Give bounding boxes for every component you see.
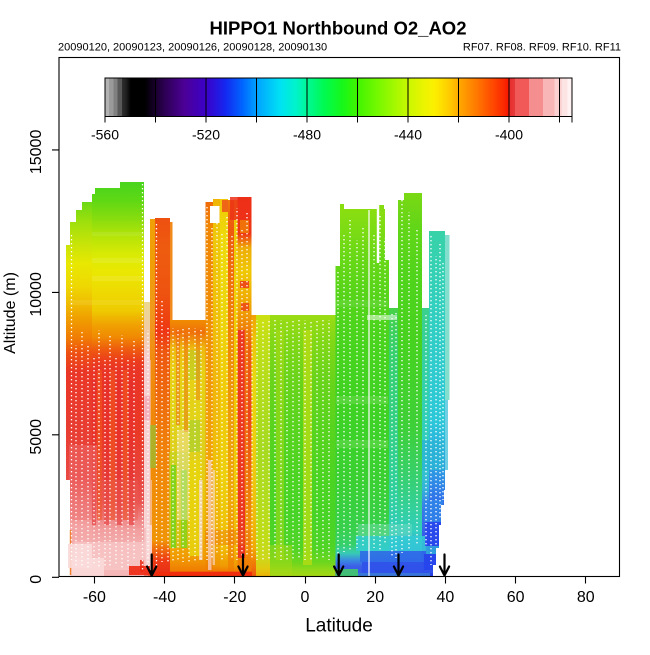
svg-text:60: 60 — [507, 589, 525, 606]
svg-text:RF07. RF08. RF09. RF10. RF11: RF07. RF08. RF09. RF10. RF11 — [463, 42, 621, 54]
svg-text:40: 40 — [437, 589, 455, 606]
svg-text:20090120, 20090123, 20090126,: 20090120, 20090123, 20090126, 20090128, … — [58, 42, 327, 54]
svg-text:-440: -440 — [394, 127, 422, 143]
svg-text:HIPPO1 Northbound O2_AO2: HIPPO1 Northbound O2_AO2 — [210, 18, 467, 39]
svg-text:5000: 5000 — [28, 419, 45, 455]
svg-text:Latitude: Latitude — [305, 616, 373, 637]
svg-text:-520: -520 — [192, 127, 220, 143]
svg-text:10000: 10000 — [28, 272, 45, 317]
svg-text:Altitude (m): Altitude (m) — [2, 272, 19, 354]
svg-text:-400: -400 — [495, 127, 523, 143]
svg-text:-40: -40 — [153, 589, 176, 606]
svg-text:15000: 15000 — [28, 130, 45, 175]
svg-text:-60: -60 — [83, 589, 106, 606]
svg-text:0: 0 — [28, 575, 45, 584]
svg-text:20: 20 — [366, 589, 384, 606]
svg-text:-20: -20 — [223, 589, 246, 606]
svg-text:80: 80 — [577, 589, 595, 606]
svg-text:-480: -480 — [293, 127, 321, 143]
svg-text:-560: -560 — [91, 127, 119, 143]
svg-text:0: 0 — [301, 589, 310, 606]
